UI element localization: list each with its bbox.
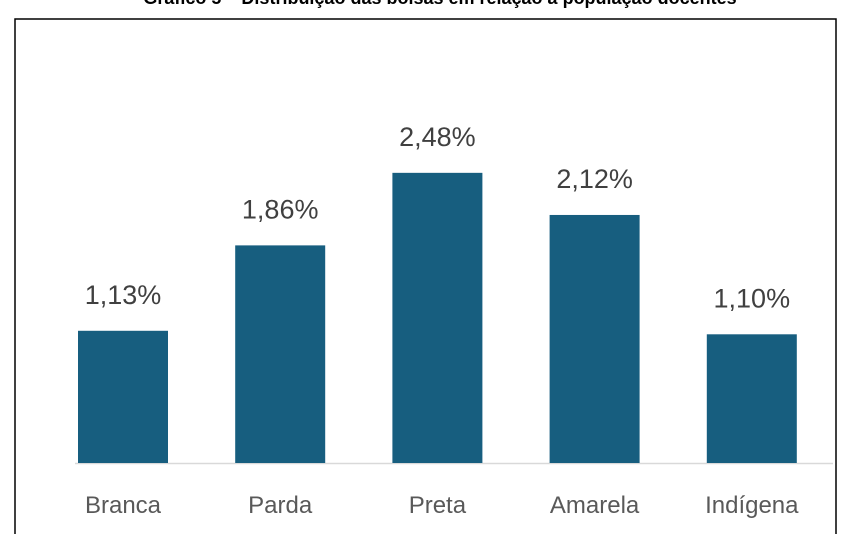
value-label: 2,48% — [399, 122, 476, 152]
x-tick-label: Branca — [85, 492, 162, 519]
value-label: 2,12% — [556, 164, 633, 194]
value-label: 1,86% — [242, 194, 319, 224]
bar — [392, 172, 483, 463]
value-label: 1,13% — [85, 280, 162, 310]
value-label: 1,10% — [714, 283, 791, 313]
x-tick-label: Amarela — [550, 492, 640, 519]
bar — [78, 330, 168, 463]
x-tick-label: Parda — [248, 492, 313, 519]
x-tick-label: Indígena — [705, 492, 799, 519]
bar — [706, 334, 797, 463]
chart-title: Gráfico 5 – Distribuição das bolsas em r… — [143, 0, 736, 8]
bar — [235, 245, 326, 463]
bar — [549, 214, 640, 463]
x-tick-label: Preta — [409, 492, 467, 519]
